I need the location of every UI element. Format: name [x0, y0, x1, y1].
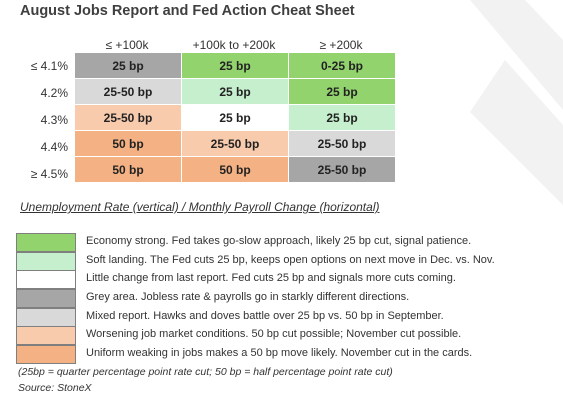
matrix-cell: 25 bp: [74, 52, 182, 79]
matrix-cell: 25 bp: [181, 52, 289, 79]
matrix-cell: 25 bp: [181, 78, 289, 105]
matrix-cell: 25 bp: [181, 104, 289, 131]
legend-swatch: [16, 307, 76, 327]
footnote: (25bp = quarter percentage point rate cu…: [18, 366, 393, 378]
row-header: ≥ 4.5%: [30, 167, 68, 181]
matrix-cell: 50 bp: [74, 156, 182, 183]
matrix-row: 25-50 bp 25 bp 25 bp: [74, 104, 396, 131]
legend-text: Grey area. Jobless rate & payrolls go in…: [86, 291, 410, 304]
row-header: ≤ 4.1%: [30, 59, 68, 73]
legend-text: Uniform weaking in jobs makes a 50 bp mo…: [86, 347, 473, 360]
legend-swatch: [16, 326, 76, 346]
legend-swatch: [16, 270, 76, 290]
legend-swatch: [16, 251, 76, 271]
column-header-mid: +100k to +200k: [192, 38, 276, 52]
matrix-cell: 25-50 bp: [181, 130, 289, 157]
matrix-cell: 25 bp: [288, 78, 396, 105]
matrix-row: 50 bp 50 bp 25-50 bp: [74, 156, 396, 183]
matrix-cell: 25 bp: [288, 104, 396, 131]
legend-text: Little change from last report. Fed cuts…: [86, 272, 456, 285]
scenario-matrix: 25 bp 25 bp 0-25 bp 25-50 bp 25 bp 25 bp…: [74, 52, 396, 183]
matrix-cell: 25-50 bp: [74, 104, 182, 131]
legend-swatch: [16, 289, 76, 309]
matrix-cell: 50 bp: [181, 156, 289, 183]
legend-swatch: [16, 345, 76, 365]
matrix-row: 50 bp 25-50 bp 25-50 bp: [74, 130, 396, 157]
matrix-row: 25 bp 25 bp 0-25 bp: [74, 52, 396, 79]
page-title: August Jobs Report and Fed Action Cheat …: [20, 3, 355, 19]
matrix-cell: 25-50 bp: [288, 130, 396, 157]
matrix-cell: 25-50 bp: [288, 156, 396, 183]
row-header: 4.2%: [40, 86, 68, 100]
legend-text: Worsening job market conditions. 50 bp c…: [86, 328, 462, 341]
matrix-row: 25-50 bp 25 bp 25 bp: [74, 78, 396, 105]
legend-text: Economy strong. Fed takes go-slow approa…: [86, 235, 472, 247]
axes-caption: Unemployment Rate (vertical) / Monthly P…: [20, 200, 380, 214]
column-header-high: ≥ +200k: [319, 38, 363, 52]
matrix-cell: 25-50 bp: [74, 78, 182, 105]
column-header-low: ≤ +100k: [105, 38, 149, 52]
legend-text: Soft landing. The Fed cuts 25 bp, keeps …: [86, 253, 495, 266]
legend-text: Mixed report. Hawks and doves battle ove…: [86, 309, 444, 322]
row-header: 4.4%: [40, 140, 68, 154]
legend-swatch: [16, 233, 76, 252]
matrix-cell: 0-25 bp: [288, 52, 396, 79]
source-line: Source: StoneX: [18, 382, 92, 394]
matrix-cell: 50 bp: [74, 130, 182, 157]
row-header: 4.3%: [40, 113, 68, 127]
